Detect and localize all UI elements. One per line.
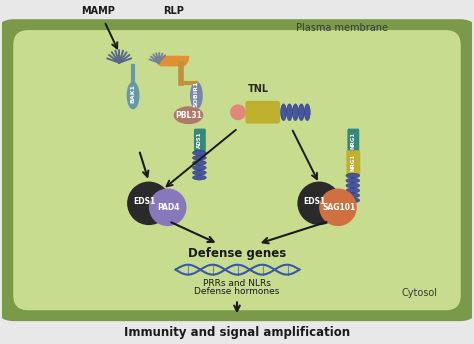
Text: NRG1: NRG1 bbox=[351, 131, 356, 149]
Text: PAD4: PAD4 bbox=[157, 203, 180, 212]
Ellipse shape bbox=[286, 104, 292, 121]
Text: BAK1: BAK1 bbox=[130, 84, 136, 103]
Ellipse shape bbox=[346, 183, 360, 188]
Text: TNL: TNL bbox=[248, 84, 269, 95]
Ellipse shape bbox=[346, 193, 360, 198]
FancyBboxPatch shape bbox=[194, 129, 206, 151]
Text: SOBIR1: SOBIR1 bbox=[194, 80, 199, 107]
Ellipse shape bbox=[346, 188, 360, 193]
Ellipse shape bbox=[192, 175, 206, 180]
Ellipse shape bbox=[127, 82, 139, 109]
Text: Defense hormones: Defense hormones bbox=[194, 288, 280, 297]
Text: PRRs and NLRs: PRRs and NLRs bbox=[203, 279, 271, 288]
Circle shape bbox=[149, 189, 186, 226]
Ellipse shape bbox=[292, 104, 298, 121]
Text: EDS1: EDS1 bbox=[133, 197, 155, 206]
Text: Immunity and signal amplification: Immunity and signal amplification bbox=[124, 326, 350, 339]
Circle shape bbox=[319, 189, 357, 226]
Text: Cytosol: Cytosol bbox=[402, 289, 438, 299]
Text: EDS1: EDS1 bbox=[303, 197, 325, 206]
Text: RLP: RLP bbox=[163, 6, 184, 16]
Text: Plasma membrane: Plasma membrane bbox=[296, 23, 389, 33]
Circle shape bbox=[297, 182, 341, 225]
Ellipse shape bbox=[298, 104, 304, 121]
FancyBboxPatch shape bbox=[0, 19, 474, 321]
Text: Defense genes: Defense genes bbox=[188, 247, 286, 260]
Ellipse shape bbox=[192, 165, 206, 170]
Text: MAMP: MAMP bbox=[82, 6, 115, 16]
FancyBboxPatch shape bbox=[13, 30, 461, 310]
Ellipse shape bbox=[192, 150, 206, 155]
Ellipse shape bbox=[281, 104, 286, 121]
Text: SAG101: SAG101 bbox=[322, 203, 356, 212]
Ellipse shape bbox=[346, 173, 360, 178]
Ellipse shape bbox=[173, 106, 203, 124]
Ellipse shape bbox=[192, 160, 206, 165]
FancyBboxPatch shape bbox=[346, 150, 360, 175]
FancyBboxPatch shape bbox=[347, 129, 359, 151]
Ellipse shape bbox=[190, 82, 203, 109]
Text: ADS1: ADS1 bbox=[197, 132, 202, 148]
FancyBboxPatch shape bbox=[246, 101, 280, 123]
Text: PBL31: PBL31 bbox=[175, 111, 202, 120]
Ellipse shape bbox=[192, 155, 206, 160]
Ellipse shape bbox=[346, 198, 360, 203]
Circle shape bbox=[230, 104, 246, 120]
Ellipse shape bbox=[304, 104, 310, 121]
Ellipse shape bbox=[192, 170, 206, 175]
Text: NRG1: NRG1 bbox=[351, 154, 356, 171]
Circle shape bbox=[127, 182, 171, 225]
Ellipse shape bbox=[346, 178, 360, 183]
